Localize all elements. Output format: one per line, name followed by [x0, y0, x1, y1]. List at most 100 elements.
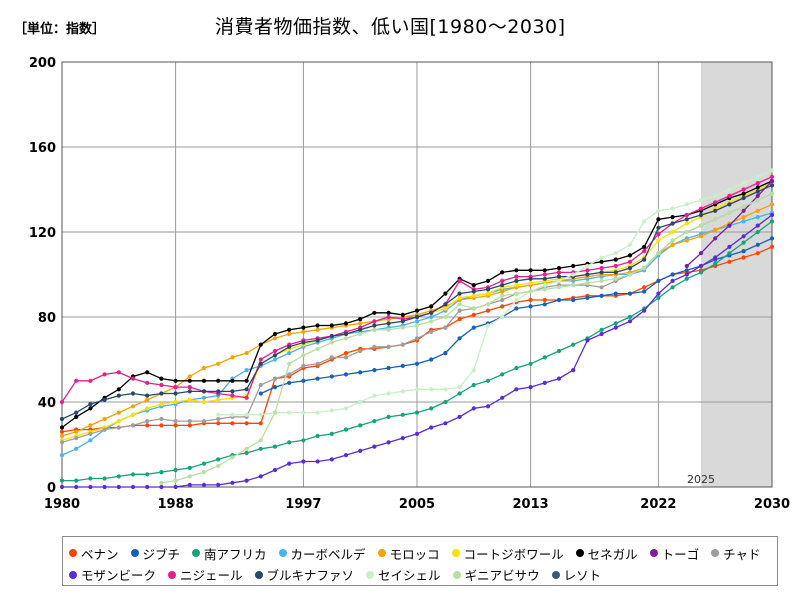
data-point	[216, 412, 221, 417]
legend-marker-icon	[254, 570, 263, 579]
data-point	[769, 244, 775, 249]
data-point	[315, 323, 320, 328]
data-point	[201, 482, 207, 487]
data-point	[287, 327, 292, 332]
data-point	[627, 242, 633, 247]
legend-marker-icon	[649, 549, 658, 557]
data-point	[216, 463, 221, 468]
data-point	[358, 370, 363, 375]
data-point	[343, 406, 349, 411]
data-point	[230, 389, 235, 394]
data-point	[698, 234, 704, 239]
data-point	[443, 306, 448, 311]
legend-label: ニジェール	[180, 568, 243, 583]
data-point	[741, 249, 746, 254]
data-point	[187, 389, 192, 394]
data-point	[556, 278, 562, 283]
data-point	[471, 382, 476, 388]
legend-marker-icon	[377, 549, 386, 557]
data-point	[244, 412, 249, 417]
legend-item: トーゴ	[649, 543, 699, 564]
data-point	[386, 310, 391, 315]
data-point	[343, 372, 349, 377]
series-トーゴ	[684, 178, 775, 269]
data-point	[159, 423, 164, 428]
data-point	[201, 399, 207, 405]
data-point	[429, 304, 434, 309]
data-point	[485, 323, 491, 328]
data-point	[741, 187, 746, 192]
data-point	[528, 297, 533, 303]
data-point	[272, 376, 278, 381]
data-point	[429, 329, 434, 334]
data-point	[74, 378, 79, 383]
data-point	[372, 344, 377, 349]
data-point	[74, 429, 79, 434]
data-point	[500, 297, 505, 303]
data-point	[130, 472, 136, 477]
data-point	[102, 476, 107, 481]
data-point	[400, 342, 405, 347]
data-point	[74, 446, 79, 451]
series-セイシェル	[216, 168, 775, 417]
data-point	[769, 178, 775, 184]
data-point	[287, 410, 292, 415]
data-point	[287, 331, 292, 337]
data-point	[670, 221, 675, 226]
data-point	[372, 444, 377, 449]
data-point	[301, 329, 306, 334]
data-point	[343, 321, 349, 326]
data-point	[727, 251, 732, 256]
data-point	[315, 338, 320, 343]
data-point	[457, 385, 462, 390]
data-point	[258, 412, 263, 417]
data-point	[272, 348, 278, 354]
data-point	[684, 263, 689, 269]
data-point	[59, 453, 65, 458]
data-point	[59, 440, 65, 445]
legend-marker-icon	[192, 549, 201, 557]
legend-item: コートジボワール	[451, 543, 564, 564]
data-point	[329, 334, 334, 339]
data-point	[130, 412, 136, 417]
data-point	[159, 376, 164, 381]
data-point	[741, 195, 746, 201]
legend-item: チャド	[711, 543, 761, 564]
data-point	[727, 244, 732, 249]
data-point	[102, 484, 107, 490]
data-point	[315, 433, 320, 439]
data-point	[258, 342, 263, 347]
data-point	[627, 314, 633, 320]
data-point	[145, 406, 150, 411]
data-point	[571, 283, 576, 288]
data-point	[627, 291, 633, 296]
data-point	[244, 450, 249, 456]
data-point	[769, 183, 775, 188]
data-point	[201, 365, 207, 371]
data-point	[571, 297, 576, 303]
data-point	[599, 327, 604, 332]
data-point	[457, 391, 462, 396]
data-point	[656, 225, 661, 230]
data-point	[301, 438, 306, 443]
data-point	[684, 217, 689, 222]
data-point	[329, 431, 334, 436]
data-point	[414, 308, 420, 313]
data-point	[741, 234, 746, 239]
data-point	[59, 429, 65, 434]
series-ブルキナファソ	[59, 183, 775, 422]
data-point	[272, 357, 278, 362]
data-point	[670, 242, 675, 247]
data-point	[528, 385, 533, 390]
data-point	[769, 219, 775, 224]
legend-label: ベナン	[81, 546, 119, 562]
data-point	[59, 399, 65, 405]
data-point	[358, 448, 363, 453]
data-point	[713, 208, 718, 213]
data-point	[59, 425, 65, 430]
data-point	[727, 187, 732, 192]
data-point	[116, 419, 121, 424]
data-point	[443, 314, 448, 320]
data-point	[414, 431, 420, 436]
data-point	[542, 287, 547, 292]
